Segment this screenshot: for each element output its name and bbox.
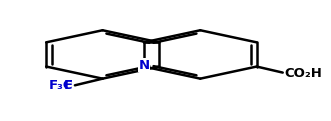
Text: F: F	[64, 79, 73, 92]
Text: CO₂H: CO₂H	[284, 67, 322, 80]
Text: F₃C: F₃C	[49, 79, 73, 92]
Text: N: N	[138, 59, 149, 72]
